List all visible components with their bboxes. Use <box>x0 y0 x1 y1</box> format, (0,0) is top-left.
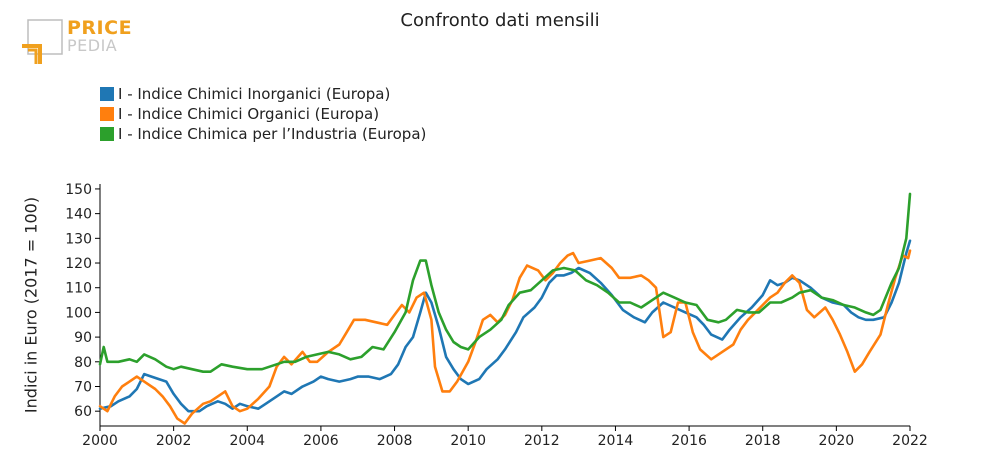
x-tick-label: 2006 <box>303 433 339 449</box>
y-tick-label: 120 <box>65 256 92 272</box>
x-tick-label: 2000 <box>82 433 118 449</box>
y-tick-label: 60 <box>74 404 92 420</box>
x-tick-label: 2004 <box>229 433 265 449</box>
y-tick-label: 110 <box>65 281 92 297</box>
y-tick-label: 100 <box>65 305 92 321</box>
y-tick-label: 70 <box>74 379 92 395</box>
x-tick-label: 2010 <box>450 433 486 449</box>
x-tick-label: 2012 <box>524 433 560 449</box>
chart-legend: I - Indice Chimici Inorganici (Europa) I… <box>100 84 426 144</box>
x-tick-label: 2014 <box>598 433 634 449</box>
series-line-2 <box>98 249 912 425</box>
legend-swatch-inorganici <box>100 87 114 101</box>
legend-label-inorganici: I - Indice Chimici Inorganici (Europa) <box>118 85 391 103</box>
series-line-3 <box>98 192 912 373</box>
x-tick-label: 2002 <box>156 433 192 449</box>
pricepedia-logo: PRICE PEDIA <box>18 16 132 68</box>
y-tick-label: 140 <box>65 207 92 223</box>
chart-title: Confronto dati mensili <box>400 10 600 31</box>
x-tick-label: 2016 <box>671 433 707 449</box>
x-tick-label: 2020 <box>819 433 855 449</box>
legend-label-industria: I - Indice Chimica per l’Industria (Euro… <box>118 125 427 143</box>
x-tick-label: 2022 <box>892 433 928 449</box>
legend-swatch-industria <box>100 127 114 141</box>
x-tick-label: 2018 <box>745 433 781 449</box>
y-tick-label: 80 <box>74 355 92 371</box>
y-tick-label: 130 <box>65 231 92 247</box>
legend-swatch-organici <box>100 107 114 121</box>
legend-item-organici[interactable]: I - Indice Chimici Organici (Europa) <box>100 104 426 124</box>
y-tick-label: 150 <box>65 182 92 198</box>
y-tick-label: 90 <box>74 330 92 346</box>
legend-item-industria[interactable]: I - Indice Chimica per l’Industria (Euro… <box>100 124 426 144</box>
legend-label-organici: I - Indice Chimici Organici (Europa) <box>118 105 380 123</box>
legend-item-inorganici[interactable]: I - Indice Chimici Inorganici (Europa) <box>100 84 426 104</box>
x-tick-label: 2008 <box>377 433 413 449</box>
logo-mark-icon <box>22 19 63 64</box>
logo-text-price: PRICE <box>67 17 133 39</box>
logo-text-pedia: PEDIA <box>67 36 118 55</box>
series-line-1 <box>98 239 912 413</box>
